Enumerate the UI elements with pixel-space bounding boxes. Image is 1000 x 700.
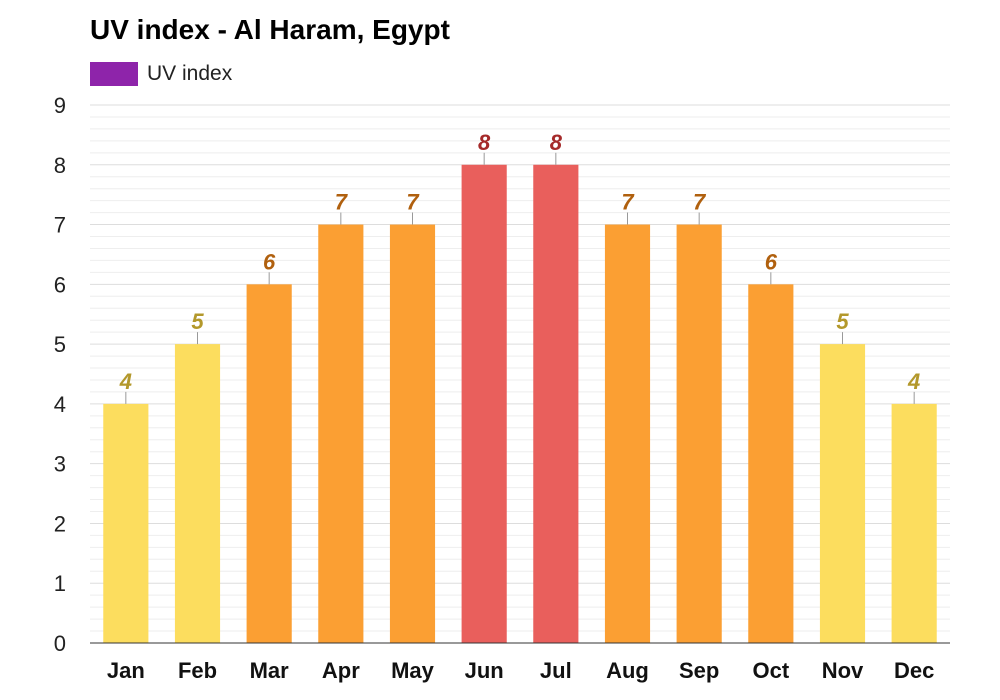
x-tick-label: May — [391, 658, 435, 683]
chart-title: UV index - Al Haram, Egypt — [90, 14, 450, 45]
bar-jun — [461, 164, 507, 643]
x-tick-label: Jul — [540, 658, 572, 683]
bar-sep — [676, 224, 722, 644]
data-label: 7 — [621, 190, 635, 215]
x-tick-label: Jun — [465, 658, 504, 683]
bar-oct — [748, 284, 794, 643]
data-label: 4 — [119, 369, 132, 394]
data-label: 7 — [693, 190, 707, 215]
data-label: 7 — [335, 190, 349, 215]
x-tick-label: Nov — [822, 658, 864, 683]
data-labels: 4 5 6 7 7 8 8 7 7 6 5 4 — [119, 130, 920, 404]
x-tick-label: Apr — [322, 658, 360, 683]
legend-swatch — [90, 62, 138, 86]
bar-apr — [318, 224, 364, 644]
y-tick-label: 0 — [54, 631, 66, 656]
bar-jan — [103, 403, 149, 643]
data-label: 5 — [191, 309, 204, 334]
y-tick-label: 2 — [54, 511, 66, 536]
bar-mar — [246, 284, 292, 643]
bar-feb — [174, 344, 221, 643]
y-tick-label: 9 — [54, 93, 66, 118]
bar-may — [389, 224, 436, 644]
y-tick-label: 5 — [54, 332, 66, 357]
x-tick-label: Jan — [107, 658, 145, 683]
data-label: 8 — [478, 130, 491, 155]
y-tick-label: 6 — [54, 272, 66, 297]
legend: UV index — [90, 62, 232, 86]
y-axis-ticks: 0 1 2 3 4 5 6 7 8 9 — [54, 93, 66, 656]
y-tick-label: 1 — [54, 571, 66, 596]
x-axis-ticks: Jan Feb Mar Apr May Jun Jul Aug Sep Oct Nov Dec — [107, 658, 934, 683]
x-tick-label: Aug — [606, 658, 649, 683]
x-tick-label: Mar — [250, 658, 290, 683]
data-label: 6 — [765, 249, 778, 274]
bar-jul — [533, 164, 579, 643]
x-tick-label: Sep — [679, 658, 719, 683]
bar-aug — [604, 224, 651, 644]
x-tick-label: Feb — [178, 658, 217, 683]
bar-nov — [819, 344, 866, 643]
legend-label: UV index — [147, 62, 233, 85]
data-label: 4 — [907, 369, 920, 394]
data-label: 6 — [263, 249, 276, 274]
bars — [103, 164, 937, 644]
data-label: 8 — [550, 130, 563, 155]
y-tick-label: 4 — [54, 392, 66, 417]
x-tick-label: Oct — [752, 658, 789, 683]
y-tick-label: 7 — [54, 213, 66, 238]
data-label: 5 — [836, 309, 849, 334]
bar-dec — [891, 403, 937, 643]
y-tick-label: 8 — [54, 153, 66, 178]
x-tick-label: Dec — [894, 658, 934, 683]
data-label: 7 — [406, 190, 420, 215]
y-tick-label: 3 — [54, 452, 66, 477]
grid-lines — [90, 104, 950, 632]
